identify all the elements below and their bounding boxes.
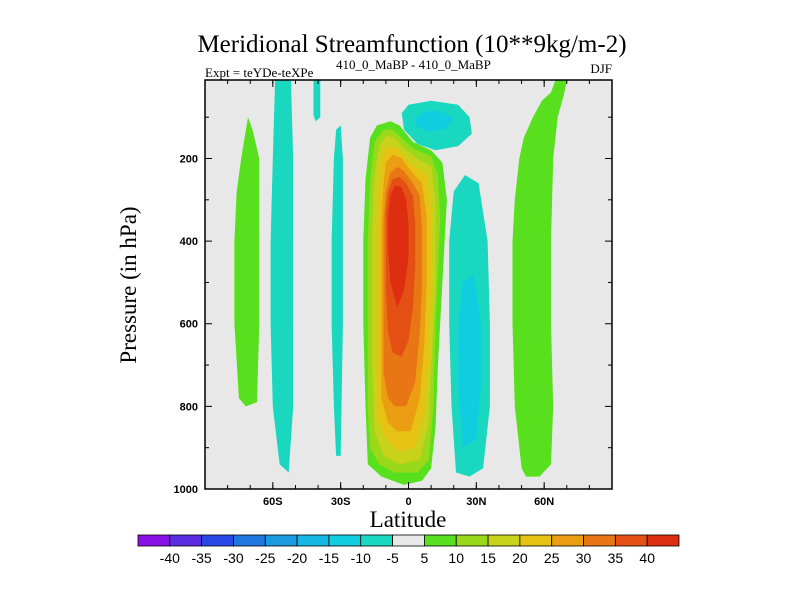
colorbar-label: 20 bbox=[512, 550, 528, 566]
y-tick-label: 400 bbox=[180, 236, 198, 248]
x-axis-label: Latitude bbox=[370, 507, 447, 532]
subtitle-right: DJF bbox=[590, 61, 612, 76]
colorbar-label: -5 bbox=[386, 550, 399, 566]
subtitle-super: 410_0_MaBP - 410_0_MaBP bbox=[336, 57, 491, 72]
contour-region-cyan-band-30s bbox=[331, 125, 343, 456]
colorbar-swatch bbox=[169, 534, 203, 547]
colorbar-swatch bbox=[296, 534, 330, 547]
colorbar-label: -35 bbox=[191, 550, 211, 566]
colorbar-label: 10 bbox=[448, 550, 464, 566]
colorbar-label: 15 bbox=[480, 550, 496, 566]
colorbar-swatch bbox=[233, 534, 266, 547]
y-tick-label: 1000 bbox=[174, 484, 198, 496]
chart-title: Meridional Streamfunction (10**9kg/m-2) bbox=[197, 31, 626, 58]
colorbar-swatch bbox=[201, 534, 234, 547]
colorbar-label: -40 bbox=[160, 550, 180, 566]
subtitle-left: Expt = teYDe-teXPe bbox=[205, 65, 314, 80]
y-axis-label: Pressure (in hPa) bbox=[116, 206, 141, 363]
colorbar-swatch bbox=[137, 534, 171, 547]
colorbar-label: -30 bbox=[223, 550, 243, 566]
x-axis-ticks: 60S 30S 0 30N 60N bbox=[227, 80, 590, 508]
colorbar-swatch bbox=[424, 534, 457, 547]
y-tick-label: 200 bbox=[180, 153, 198, 165]
x-tick-label: 30S bbox=[331, 496, 351, 508]
colorbar-label: -20 bbox=[287, 550, 307, 566]
colorbar-swatch bbox=[646, 534, 680, 547]
colorbar-swatch bbox=[392, 534, 425, 547]
colorbar-swatch bbox=[328, 534, 362, 547]
colorbar-swatch bbox=[614, 534, 648, 547]
colorbar-label: 30 bbox=[576, 550, 592, 566]
contour-region-level-40 bbox=[388, 185, 409, 308]
colorbar-swatch bbox=[455, 534, 489, 547]
contour-region-green-band-60n bbox=[512, 80, 567, 477]
colorbar-label: 35 bbox=[608, 550, 624, 566]
x-tick-label: 30N bbox=[466, 496, 486, 508]
colorbar-swatch bbox=[583, 534, 616, 547]
y-tick-label: 800 bbox=[180, 401, 198, 413]
colorbar-swatch bbox=[487, 534, 521, 547]
colorbar-label: 25 bbox=[544, 550, 560, 566]
contour-regions bbox=[234, 80, 567, 485]
y-axis-ticks: 200 400 600 800 1000 bbox=[174, 116, 612, 496]
colorbar-swatch bbox=[519, 534, 553, 547]
x-tick-label: 60N bbox=[534, 496, 554, 508]
contour-region-cyan-cell-upper-inner bbox=[415, 111, 454, 132]
colorbar-label: 5 bbox=[421, 550, 429, 566]
colorbar-label: -15 bbox=[319, 550, 339, 566]
contour-region-cyan-band-50s bbox=[270, 80, 294, 473]
contour-region-cyan-band-40s-top bbox=[313, 80, 321, 122]
colorbar-label: 40 bbox=[639, 550, 655, 566]
colorbar-label: -25 bbox=[255, 550, 275, 566]
colorbar-label: -10 bbox=[351, 550, 371, 566]
contour-region-green-band-65s bbox=[234, 117, 260, 407]
colorbar-swatch bbox=[360, 534, 393, 547]
x-tick-label: 0 bbox=[405, 496, 411, 508]
colorbar: -40 -35 -30 -25 -20 -15 -10 -5 5 10 15 20 25 30 35 40 bbox=[137, 534, 680, 566]
contour-region-cyan-band-30n-inner bbox=[458, 274, 481, 448]
colorbar-swatch bbox=[264, 534, 298, 547]
y-tick-label: 600 bbox=[180, 319, 198, 331]
colorbar-swatch bbox=[551, 534, 584, 547]
x-tick-label: 60S bbox=[263, 496, 283, 508]
